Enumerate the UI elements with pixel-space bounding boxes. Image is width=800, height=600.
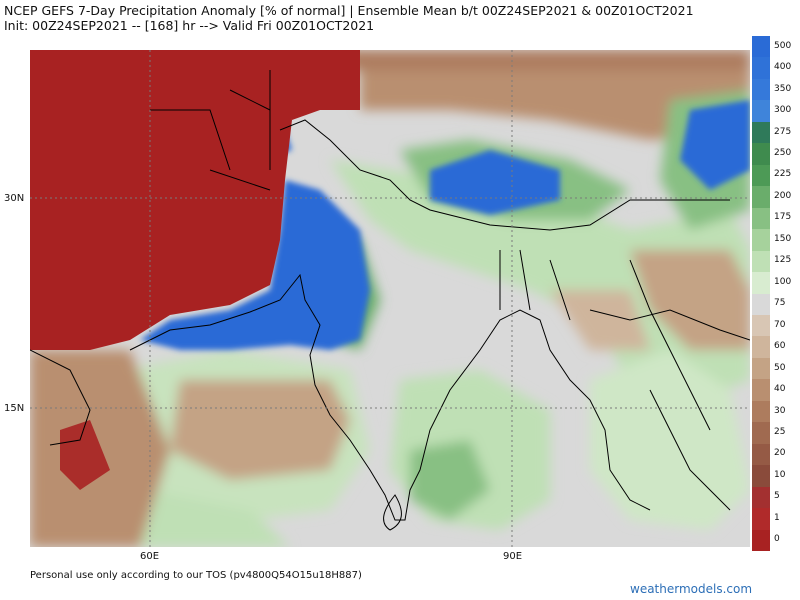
colorbar-tick-label: 200 <box>774 190 792 201</box>
colorbar-segment <box>752 250 770 273</box>
colorbar-segment <box>752 143 770 166</box>
colorbar-tick-label: 275 <box>774 126 792 137</box>
colorbar-tick-label: 20 <box>774 448 786 459</box>
colorbar-segment <box>752 314 770 337</box>
dry-anomaly-area-north <box>270 50 360 120</box>
colorbar-tick-label: 125 <box>774 255 792 266</box>
map-canvas <box>30 50 750 547</box>
colorbar-tick-label: 0 <box>774 534 780 545</box>
lon-label-90e: 90E <box>503 551 523 562</box>
colorbar-segment <box>752 486 770 509</box>
dry-anomaly-area <box>30 50 292 350</box>
colorbar-segment <box>752 293 770 316</box>
colorbar-segment <box>752 465 770 488</box>
colorbar-tick-label: 10 <box>774 469 786 480</box>
colorbar-segment <box>752 272 770 294</box>
colorbar-tick-label: 500 <box>774 40 792 51</box>
colorbar-tick-label: 40 <box>774 384 786 395</box>
precipitation-anomaly-map <box>30 50 750 547</box>
lat-label-30n: 30N <box>4 193 25 204</box>
colorbar-segment <box>752 57 770 80</box>
colorbar-segment <box>752 336 770 359</box>
brand-label: weathermodels.com <box>630 582 753 596</box>
colorbar-tick-label: 100 <box>774 276 792 287</box>
coastlines-and-borders <box>30 70 750 531</box>
colorbar-tick-label: 1 <box>774 512 780 523</box>
dry-anomaly-patch <box>60 420 110 490</box>
lat-label-15n: 15N <box>4 403 25 414</box>
colorbar-segment <box>752 207 770 230</box>
title-line-2: Init: 00Z24SEP2021 -- [168] hr --> Valid… <box>4 18 375 33</box>
tos-notice: Personal use only according to our TOS (… <box>30 570 362 581</box>
colorbar-segment <box>752 164 770 187</box>
title-line-1: NCEP GEFS 7-Day Precipitation Anomaly [%… <box>4 3 694 18</box>
colorbar-segment <box>752 400 770 423</box>
colorbar-segment <box>752 357 770 380</box>
colorbar-tick-label: 300 <box>774 105 792 116</box>
colorbar-segment <box>752 100 770 123</box>
colorbar-segment <box>752 121 770 144</box>
colorbar-tick-label: 5 <box>774 491 780 502</box>
colorbar-segment <box>752 229 770 252</box>
colorbar-tick-label: 175 <box>774 212 792 223</box>
colorbar-segment <box>752 379 770 402</box>
colorbar-legend: 500 400 350 300 275 250 225 200 175 150 125 100 75 70… <box>752 36 798 552</box>
colorbar-segment <box>752 78 770 101</box>
colorbar-segment <box>752 186 770 209</box>
colorbar-tick-label: 225 <box>774 169 792 180</box>
map-title: NCEP GEFS 7-Day Precipitation Anomaly [%… <box>4 3 694 33</box>
colorbar-tick-label: 60 <box>774 341 786 352</box>
colorbar-segment <box>752 508 770 531</box>
colorbar-tick-label: 70 <box>774 319 786 330</box>
colorbar-segment <box>752 36 770 58</box>
colorbar-tick-label: 350 <box>774 83 792 94</box>
lon-label-60e: 60E <box>140 551 160 562</box>
colorbar-tick-label: 150 <box>774 233 792 244</box>
colorbar-segment <box>752 443 770 466</box>
colorbar-tick-label: 30 <box>774 405 786 416</box>
colorbar-tick-label: 250 <box>774 148 792 159</box>
colorbar-tick-label: 400 <box>774 62 792 73</box>
colorbar-tick-label: 50 <box>774 362 786 373</box>
graticule <box>30 50 750 547</box>
colorbar-tick-label: 25 <box>774 426 786 437</box>
colorbar-tick-label: 75 <box>774 298 786 309</box>
colorbar-segment <box>752 529 770 552</box>
colorbar-segment <box>752 422 770 445</box>
